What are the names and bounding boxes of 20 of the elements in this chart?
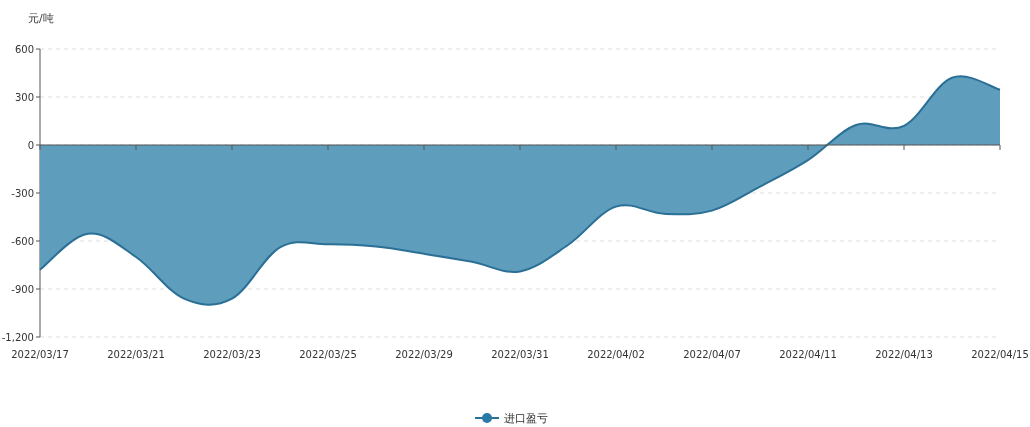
x-tick-label: 2022/04/02 [587,349,645,360]
x-tick-label: 2022/03/25 [299,349,357,360]
y-tick-label: -300 [11,188,34,199]
x-tick-label: 2022/04/07 [683,349,741,360]
x-tick-label: 2022/03/31 [491,349,549,360]
x-tick-label: 2022/04/11 [779,349,837,360]
y-tick-label: 300 [14,92,34,103]
y-tick-label: 0 [27,140,34,151]
x-tick-label: 2022/03/29 [395,349,453,360]
y-tick-label: -900 [11,284,34,295]
y-tick-label: -600 [11,236,34,247]
x-tick-label: 2022/03/21 [107,349,165,360]
legend-label: 进口盈亏 [504,412,548,425]
y-tick-label: -1,200 [1,332,34,343]
x-tick-label: 2022/03/17 [11,349,69,360]
y-tick-label: 600 [14,44,34,55]
x-tick-label: 2022/04/15 [971,349,1029,360]
y-axis-title: 元/吨 [28,12,54,25]
x-tick-label: 2022/04/13 [875,349,933,360]
x-tick-label: 2022/03/23 [203,349,261,360]
